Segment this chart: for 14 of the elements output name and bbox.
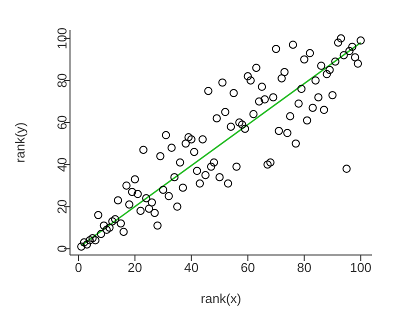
- x-tick-label: 20: [128, 260, 142, 276]
- y-tick-label: 100: [54, 28, 70, 50]
- y-tick-label: 20: [54, 199, 70, 214]
- y-axis-title: rank(y): [12, 122, 28, 163]
- x-tick-label: 60: [240, 260, 256, 276]
- x-tick-label: 100: [350, 260, 372, 276]
- y-tick-label: 0: [54, 245, 70, 252]
- y-tick-label: 60: [54, 115, 70, 130]
- x-tick-label: 0: [74, 260, 82, 276]
- y-tick-label: 80: [54, 73, 70, 88]
- x-tick-label: 40: [184, 260, 199, 276]
- x-axis-title: rank(x): [200, 291, 242, 306]
- x-tick-label: 80: [297, 260, 312, 276]
- y-tick-label: 40: [54, 157, 70, 172]
